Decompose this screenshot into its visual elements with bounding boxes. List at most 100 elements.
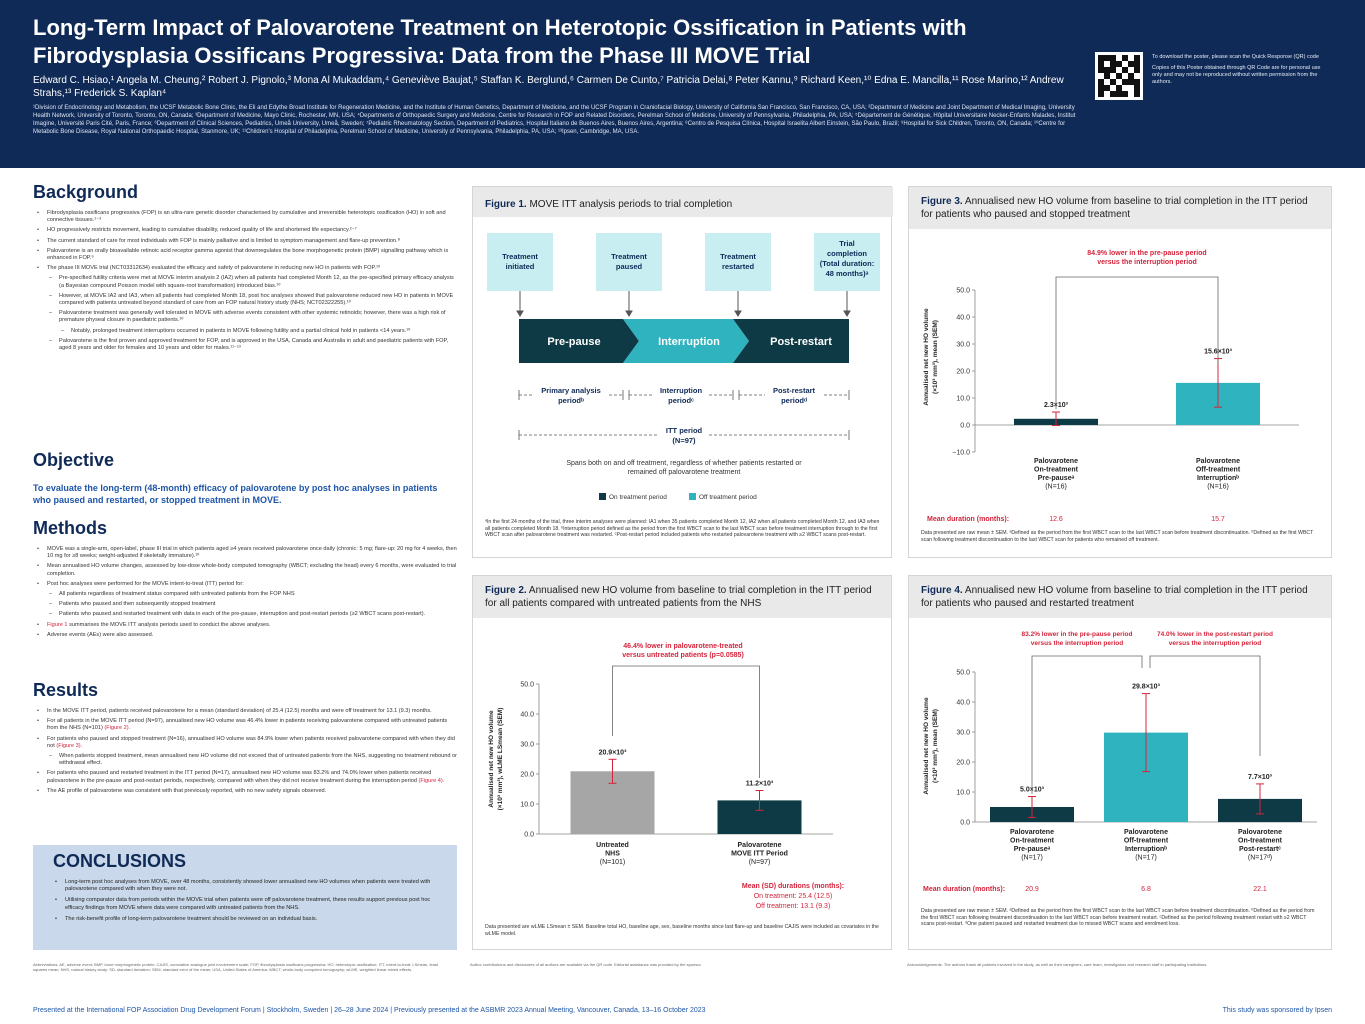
figure-1-footnote: ᵃIn the first 24 months of the trial, th…	[485, 519, 880, 539]
figure-2-header: Figure 2. Annualised new HO volume from …	[473, 576, 891, 618]
y-tick-label: 30.0	[956, 342, 970, 349]
comparison-bracket	[1149, 655, 1261, 756]
methods-bullet-text: summarises the MOVE ITT analysis periods…	[67, 621, 271, 628]
figure-1-title: MOVE ITT analysis periods to trial compl…	[527, 199, 732, 210]
y-tick-label: 30.0	[956, 730, 970, 737]
results-bullet-text: For patients who paused and stopped trea…	[47, 735, 455, 749]
post-restart-period-label: Post-restart	[773, 386, 816, 395]
itt-period-label: ITT period	[666, 426, 703, 435]
figure-4-panel: Figure 4. Annualised new HO volume from …	[908, 575, 1332, 950]
figure-4-annotation-2: 74.0% lower in the post-restart period	[1157, 631, 1273, 638]
y-tick-label: 40.0	[956, 700, 970, 707]
box-label: initiated	[506, 262, 535, 271]
trial-completion-box	[814, 233, 880, 291]
y-tick-label: 0.0	[524, 832, 534, 839]
y-tick-label: 30.0	[520, 742, 534, 749]
poster-header: Long-Term Impact of Palovarotene Treatme…	[0, 0, 1365, 168]
y-tick-label: 0.0	[960, 820, 970, 827]
figure-3-title: Annualised new HO volume from baseline t…	[921, 196, 1308, 220]
category-label: MOVE ITT Period	[731, 851, 788, 858]
figure-1-link[interactable]: Figure 1	[47, 621, 68, 628]
poster-title: Long-Term Impact of Palovarotene Treatme…	[33, 15, 967, 68]
interruption-label: Interruption	[658, 336, 720, 348]
affiliations: ¹Division of Endocrinology and Metabolis…	[33, 105, 1076, 135]
category-label: (N=16)	[1045, 484, 1067, 491]
figure-4-annotation-2: versus the interruption period	[1169, 640, 1261, 647]
figure-3-annotation: versus the interruption period	[1097, 259, 1197, 266]
figure-2-footnote: Data presented are wLME LSmean ± SEM. Ba…	[485, 924, 879, 937]
figure-2-chart: 46.4% lower in palovarotene-treated vers…	[488, 643, 844, 910]
figure-3-mean-duration-label: Mean duration (months):	[927, 516, 1009, 523]
abbreviations: Abbreviations: AE, adverse event; BMP, b…	[33, 962, 438, 973]
background-sub-bullet: Palovarotene is the first proven and app…	[33, 338, 457, 352]
treatment-initiated-box	[487, 233, 553, 291]
figure-1-diagram: Figure 1. MOVE ITT analysis periods to t…	[473, 187, 893, 501]
background-bullet: Fibrodysplasia ossificans progressiva (F…	[33, 210, 457, 224]
figure-4-number: Figure 4.	[921, 585, 963, 596]
box-label: Treatment	[611, 252, 647, 261]
background-sub-bullet: Pre-specified futility criteria were met…	[33, 275, 457, 289]
category-label: Post-restartᶜ	[1239, 846, 1281, 853]
category-label: Palovarotene	[1124, 829, 1168, 836]
category-label: (N=17)	[1135, 855, 1157, 862]
objective-text: To evaluate the long-term (48-month) eff…	[33, 483, 438, 505]
results-sub-bullet: When patients stopped treatment, mean an…	[33, 753, 457, 767]
methods-bullet: Figure 1 summarises the MOVE ITT analysi…	[33, 622, 457, 629]
y-tick-label: 50.0	[956, 670, 970, 677]
y-tick-label: 20.0	[520, 772, 534, 779]
qr-text-copyright: Copies of this Poster obtained through Q…	[1152, 65, 1321, 85]
y-tick-label: 10.0	[520, 802, 534, 809]
figure-2-link[interactable]: (Figure 2).	[104, 725, 131, 732]
methods-sub-bullet: All patients regardless of treatment sta…	[33, 591, 457, 598]
methods-bullet: Post hoc analyses were performed for the…	[33, 581, 457, 588]
box-label: (Total duration:	[820, 259, 874, 268]
figure-3-header: Figure 3. Annualised new HO volume from …	[909, 187, 1331, 229]
pre-pause-arrow	[519, 319, 639, 363]
conclusions-box: CONCLUSIONS Long-term post hoc analyses …	[33, 845, 457, 950]
pre-pause-label: Pre-pause	[547, 336, 600, 348]
conclusions-heading: CONCLUSIONS	[53, 851, 187, 871]
figure-4-link[interactable]: (Figure 4).	[418, 777, 445, 784]
figure-2-number: Figure 2.	[485, 585, 527, 596]
conclusions-bullet: Utilising comparator data from periods w…	[51, 897, 441, 911]
author-list: Edward C. Hsiao,¹ Angela M. Cheung,² Rob…	[33, 75, 1064, 99]
itt-span-note: Spans both on and off treatment, regardl…	[566, 460, 802, 467]
mean-duration-value: 15.7	[1211, 516, 1225, 523]
comparison-bracket	[1031, 655, 1143, 794]
legend-swatch-on	[599, 493, 606, 500]
itt-period-n: (N=97)	[672, 436, 696, 445]
qr-instructions: To download the poster, please scan the …	[1152, 54, 1322, 90]
interruption-arrow	[623, 319, 749, 363]
figure-4-mean-duration-label: Mean duration (months):	[923, 886, 1005, 893]
figure-3-number: Figure 3.	[921, 196, 963, 207]
results-bullet: The AE profile of palovarotene was consi…	[33, 788, 457, 795]
background-bullet: HO progressively restricts movement, lea…	[33, 227, 457, 234]
methods-sub-bullet: Patients who paused and then subsequentl…	[33, 601, 457, 608]
y-tick-label: 20.0	[956, 760, 970, 767]
footnotes-area: Abbreviations: AE, adverse event; BMP, b…	[33, 962, 1333, 1000]
category-label: Palovarotene	[1034, 458, 1078, 465]
category-label: (N=17)	[1021, 855, 1043, 862]
y-tick-label: 20.0	[956, 369, 970, 376]
box-label: completion	[827, 249, 867, 258]
figure-2-annotation: 46.4% lower in palovarotene-treated	[623, 643, 742, 650]
background-heading: Background	[33, 182, 139, 202]
y-tick-label: 50.0	[956, 288, 970, 295]
itt-span-note: remained off palovarotene treatment	[628, 469, 741, 476]
bar-value-label: 29.8×10³	[1132, 684, 1160, 691]
background-sub-sub-bullet: Notably, prolonged treatment interruptio…	[33, 328, 457, 335]
y-tick-label: 10.0	[956, 790, 970, 797]
category-label: (N=101)	[600, 859, 625, 866]
background-sub-bullet: However, at MOVE IA2 and IA3, when all p…	[33, 293, 457, 307]
category-label: Pre-pauseᵃ	[1038, 475, 1075, 482]
box-label: 48 months)ᵃ	[826, 269, 869, 278]
figure-3-annotation: 84.9% lower in the pre-pause period	[1087, 250, 1206, 257]
category-label: NHS	[605, 851, 620, 858]
qr-code-icon[interactable]	[1095, 52, 1143, 100]
category-label: (N=17ᵈ)	[1248, 855, 1272, 862]
category-label: Untreated	[596, 842, 629, 849]
results-heading: Results	[33, 680, 99, 700]
box-label: Trial	[839, 239, 854, 248]
objective-heading: Objective	[33, 450, 115, 470]
figure-3-link[interactable]: (Figure 3).	[56, 742, 83, 749]
